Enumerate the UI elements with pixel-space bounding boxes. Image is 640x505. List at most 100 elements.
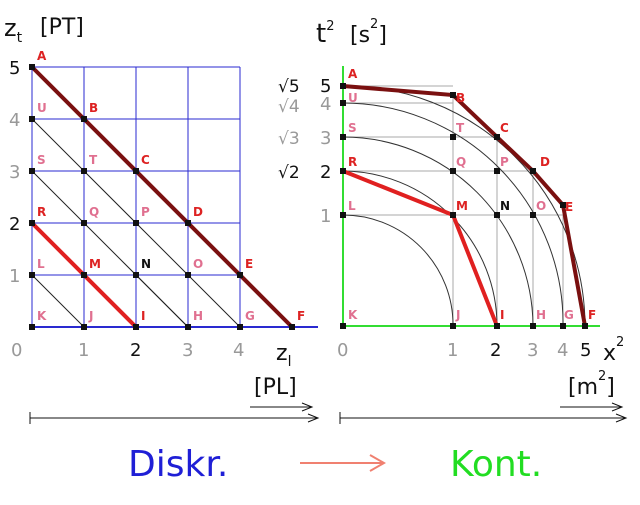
point-label-s: S <box>348 121 357 135</box>
left-x-tick: 0 <box>11 340 22 361</box>
point-label-r: R <box>348 155 357 169</box>
transition-arrow <box>300 454 387 472</box>
right-y-tick: 1 <box>320 206 331 227</box>
point-label-g: G <box>245 309 255 323</box>
right-x-unit: [m2] <box>568 369 615 400</box>
point-label-o: O <box>536 199 546 213</box>
right-x-tick: 3 <box>527 340 538 361</box>
point-label-s: S <box>37 153 46 167</box>
point-marker <box>340 323 346 329</box>
sqrt-tick: √4 <box>278 97 300 117</box>
point-marker <box>29 272 35 278</box>
point-label-n: N <box>141 257 151 271</box>
point-marker <box>560 323 566 329</box>
point-marker <box>133 272 139 278</box>
point-label-h: H <box>193 309 203 323</box>
point-label-b: B <box>456 91 465 105</box>
right-y-tick: 2 <box>320 162 331 183</box>
point-label-c: C <box>141 153 150 167</box>
point-label-e: E <box>565 200 573 214</box>
left-y-tick: 2 <box>9 214 20 235</box>
point-marker <box>494 212 500 218</box>
left-x-tick: 2 <box>130 340 141 361</box>
point-marker <box>81 272 87 278</box>
left-y-title: zt <box>4 14 23 46</box>
right-path-af <box>342 84 587 327</box>
point-marker <box>582 323 588 329</box>
point-label-u: U <box>348 91 358 105</box>
point-marker <box>530 323 536 329</box>
point-label-f: F <box>588 308 596 322</box>
left-x-tick: 3 <box>182 340 193 361</box>
point-label-d: D <box>540 155 550 169</box>
right-y-unit: [s2] <box>350 17 387 48</box>
right-y-ticks: 1 2 3 4 5 <box>320 76 331 227</box>
point-label-t: T <box>456 121 465 135</box>
sqrt-tick: √3 <box>278 129 300 149</box>
point-label-m: M <box>456 199 468 213</box>
point-label-t: T <box>89 153 98 167</box>
point-label-a: A <box>348 67 358 81</box>
left-x-ticks: 0 1 2 3 4 <box>11 340 244 361</box>
point-marker <box>494 134 500 140</box>
point-marker <box>340 168 346 174</box>
right-y-title: t2 <box>316 19 334 49</box>
point-label-o: O <box>193 257 203 271</box>
right-y-tick: 5 <box>320 76 331 97</box>
point-label-f: F <box>297 309 305 323</box>
point-marker <box>29 116 35 122</box>
point-label-i: I <box>141 309 145 323</box>
left-unit-arrow <box>250 402 314 412</box>
right-helper-lines <box>343 85 564 326</box>
point-marker <box>494 323 500 329</box>
point-label-k: K <box>37 309 47 323</box>
point-label-c: C <box>500 121 509 135</box>
point-marker <box>340 134 346 140</box>
point-marker <box>133 168 139 174</box>
right-sqrt-ticks: √5 √4 √3 √2 <box>278 77 300 183</box>
point-marker <box>237 272 243 278</box>
point-marker <box>340 83 346 89</box>
point-label-a: A <box>37 49 47 63</box>
right-x-ticks: 0 1 2 3 4 5 <box>337 340 591 361</box>
bottom-section: Diskr. Kont. <box>29 412 628 485</box>
point-marker <box>185 220 191 226</box>
point-label-l: L <box>37 257 45 271</box>
left-y-tick: 5 <box>9 58 20 79</box>
point-label-b: B <box>89 101 98 115</box>
point-marker <box>494 168 500 174</box>
point-marker <box>560 202 566 208</box>
point-marker <box>340 100 346 106</box>
point-label-d: D <box>193 205 203 219</box>
point-label-p: P <box>500 155 509 169</box>
point-marker <box>185 272 191 278</box>
right-x-tick: 4 <box>557 340 568 361</box>
point-marker <box>29 220 35 226</box>
left-y-tick: 1 <box>9 266 20 287</box>
left-points <box>29 64 295 330</box>
point-label-p: P <box>141 205 150 219</box>
point-marker <box>133 220 139 226</box>
point-marker <box>450 134 456 140</box>
point-label-g: G <box>564 308 574 322</box>
point-marker <box>450 168 456 174</box>
point-label-m: M <box>89 257 101 271</box>
right-x-tick: 5 <box>580 340 591 361</box>
discrete-label: Diskr. <box>128 444 228 485</box>
point-label-u: U <box>37 101 47 115</box>
right-axes <box>342 66 600 327</box>
point-marker <box>81 220 87 226</box>
point-marker <box>81 116 87 122</box>
right-labels: A B C D E F U S T R Q P L M N O K J I H … <box>348 67 596 322</box>
point-label-k: K <box>348 308 358 322</box>
right-y-tick: 4 <box>320 94 331 115</box>
sqrt-tick: √5 <box>278 77 300 97</box>
point-label-j: J <box>455 308 460 322</box>
left-y-tick: 4 <box>9 110 20 131</box>
right-timeline <box>339 412 628 424</box>
continuous-label: Kont. <box>450 444 542 485</box>
sqrt-tick: √2 <box>278 163 300 183</box>
point-marker <box>237 324 243 330</box>
